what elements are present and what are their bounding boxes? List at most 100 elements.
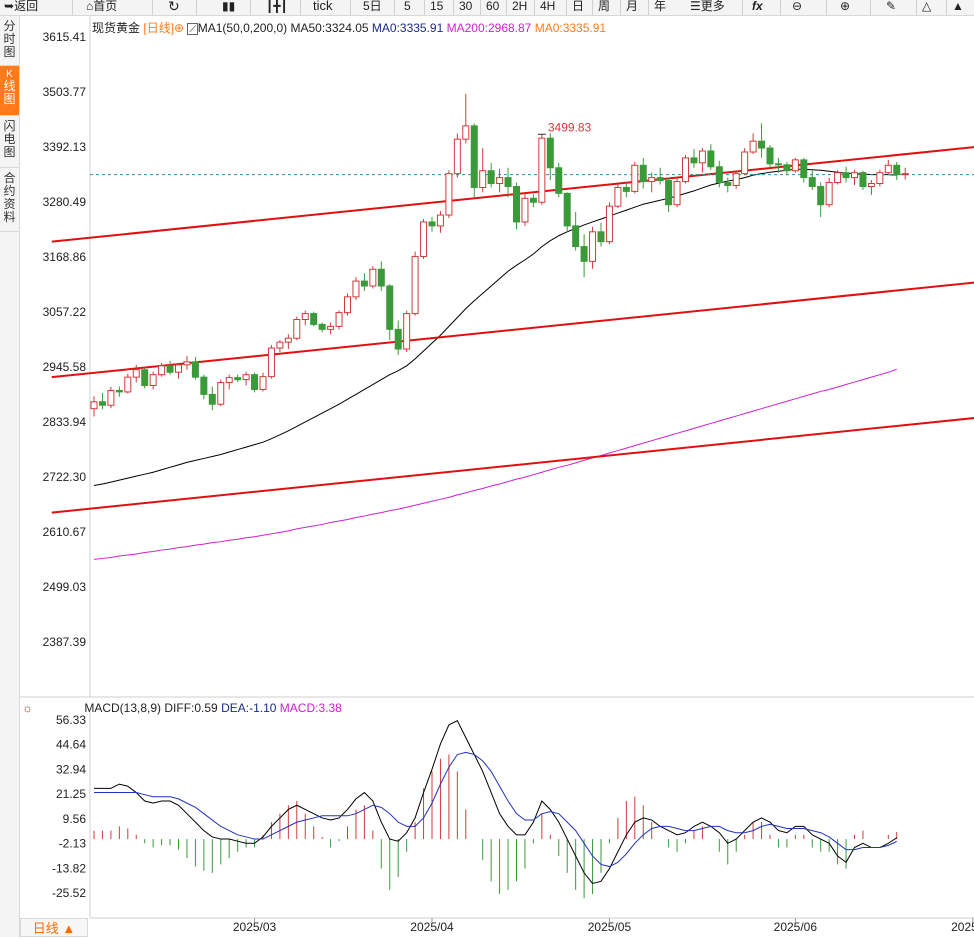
candle-body xyxy=(335,312,343,327)
channel-line-upper xyxy=(51,146,974,243)
period-button-4[interactable]: 2H xyxy=(512,0,528,13)
candle-body xyxy=(741,151,749,175)
price-tick-label: 2387.39 xyxy=(43,635,87,649)
candle-body xyxy=(344,296,351,314)
candle-body xyxy=(690,157,698,164)
price-tick-label: 3615.41 xyxy=(43,30,87,44)
candle-body xyxy=(783,164,791,172)
candle-body xyxy=(884,164,892,174)
candle-body xyxy=(428,221,436,227)
period-button-0[interactable]: 5 xyxy=(404,0,411,13)
period-button-2[interactable]: 30 xyxy=(459,0,473,13)
period-button-5[interactable]: 4H xyxy=(540,0,556,13)
candle-body xyxy=(648,177,656,183)
tick-button[interactable]: tick xyxy=(313,0,333,13)
candle-body xyxy=(851,172,858,179)
home-button[interactable]: ⌂首页 xyxy=(86,0,118,13)
back-arrow-icon: ➥ xyxy=(4,0,15,13)
menu-icon: ☰ xyxy=(690,0,701,13)
tab-intraday[interactable]: 分时图 xyxy=(0,16,19,66)
candle-body xyxy=(445,173,453,216)
candle-body xyxy=(208,393,216,405)
function-icon[interactable]: fx xyxy=(752,0,763,13)
channel-line-middle xyxy=(51,281,974,379)
dea-line xyxy=(94,751,897,868)
candle-body xyxy=(766,147,774,165)
candle-body xyxy=(893,164,901,176)
ma-settings-icon[interactable]: ⟋ xyxy=(187,23,198,35)
macd-tick-label: 56.33 xyxy=(56,713,86,727)
draw-pen-icon[interactable]: ✎ xyxy=(886,0,897,13)
candle-body xyxy=(124,376,132,393)
macd-tick-label: 9.56 xyxy=(63,812,87,826)
candle-body xyxy=(555,167,563,194)
candle-body xyxy=(453,138,461,175)
zoom-out-icon[interactable]: ⊖ xyxy=(792,0,803,13)
candle-body xyxy=(580,246,588,262)
macd-tick-label: -25.52 xyxy=(52,886,86,900)
period-button-7[interactable]: 周 xyxy=(598,0,611,13)
ma200-line xyxy=(93,368,897,560)
candle-body xyxy=(834,172,842,184)
triangle-up-icon[interactable]: ▲ xyxy=(952,0,964,13)
candle-body xyxy=(377,268,385,287)
candle-body xyxy=(90,401,98,410)
macd-settings-icon[interactable]: ☼ xyxy=(22,701,33,715)
bar-chart-icon[interactable]: ▮▮ xyxy=(222,0,236,13)
candle-body xyxy=(698,150,706,164)
price-tick-label: 2722.30 xyxy=(43,470,87,484)
price-tick-label: 3057.22 xyxy=(43,305,87,319)
candle-body xyxy=(867,183,875,187)
macd-tick-label: 32.94 xyxy=(56,762,86,776)
channel-line-lower xyxy=(51,417,974,514)
candle-body xyxy=(386,285,394,330)
price-tick-label: 3392.13 xyxy=(43,140,87,154)
period-tab-bottom[interactable]: 日线 ▲ xyxy=(20,918,88,937)
candle-body xyxy=(901,173,909,176)
home-icon: ⌂ xyxy=(86,0,94,13)
ma200-value: MA200:2968.87 xyxy=(446,21,532,35)
zoom-in-icon[interactable]: ⊕ xyxy=(840,0,851,13)
five-day-button[interactable]: 5日 xyxy=(363,0,382,13)
period-button-3[interactable]: 60 xyxy=(486,0,500,13)
candle-body xyxy=(141,369,149,387)
candle-body xyxy=(589,231,597,262)
candle-body xyxy=(808,177,816,187)
more-button[interactable]: ☰更多 xyxy=(690,0,725,13)
candle-body xyxy=(183,361,191,366)
candle-body xyxy=(842,172,850,179)
diff-value: DIFF:0.59 xyxy=(164,701,218,715)
candle-body xyxy=(352,280,360,298)
candle-body xyxy=(724,182,732,186)
price-tick-label: 2833.94 xyxy=(43,415,87,429)
candle-body xyxy=(411,255,419,315)
candle-body xyxy=(175,364,182,373)
add-indicator-icon[interactable]: ⊕ xyxy=(174,21,185,35)
candle-body xyxy=(614,186,622,207)
date-tick-label: 2025/07 xyxy=(951,920,974,934)
period-button-6[interactable]: 日 xyxy=(572,0,585,13)
candle-body xyxy=(631,164,639,192)
candle-body xyxy=(673,181,681,206)
period-button-9[interactable]: 年 xyxy=(654,0,667,13)
period-button-1[interactable]: 15 xyxy=(430,0,444,13)
tab-flash[interactable]: 闪电图 xyxy=(0,116,19,168)
tab-contract-info[interactable]: 合约资料 xyxy=(0,168,19,232)
period-button-8[interactable]: 月 xyxy=(626,0,639,13)
candle-body xyxy=(504,177,512,187)
kline-chart[interactable]: 3615.41 3503.77 3392.13 3280.49 3168.86 3057.… xyxy=(0,0,974,700)
candlestick-icon[interactable]: ┃╋┃ xyxy=(266,0,288,13)
candle-body xyxy=(251,374,259,390)
back-button[interactable]: ➥返回 xyxy=(4,0,39,13)
candle-body xyxy=(487,170,495,185)
candle-body xyxy=(276,341,284,349)
candle-body xyxy=(656,177,664,182)
candle-body xyxy=(749,140,757,153)
refresh-icon[interactable]: ↻ xyxy=(168,0,180,14)
macd-tick-label: 21.25 xyxy=(56,787,86,801)
candle-body xyxy=(420,221,428,257)
macd-value: MACD:3.38 xyxy=(279,701,342,715)
candle-body xyxy=(470,125,478,188)
triangle-icon[interactable]: △ xyxy=(922,0,932,13)
